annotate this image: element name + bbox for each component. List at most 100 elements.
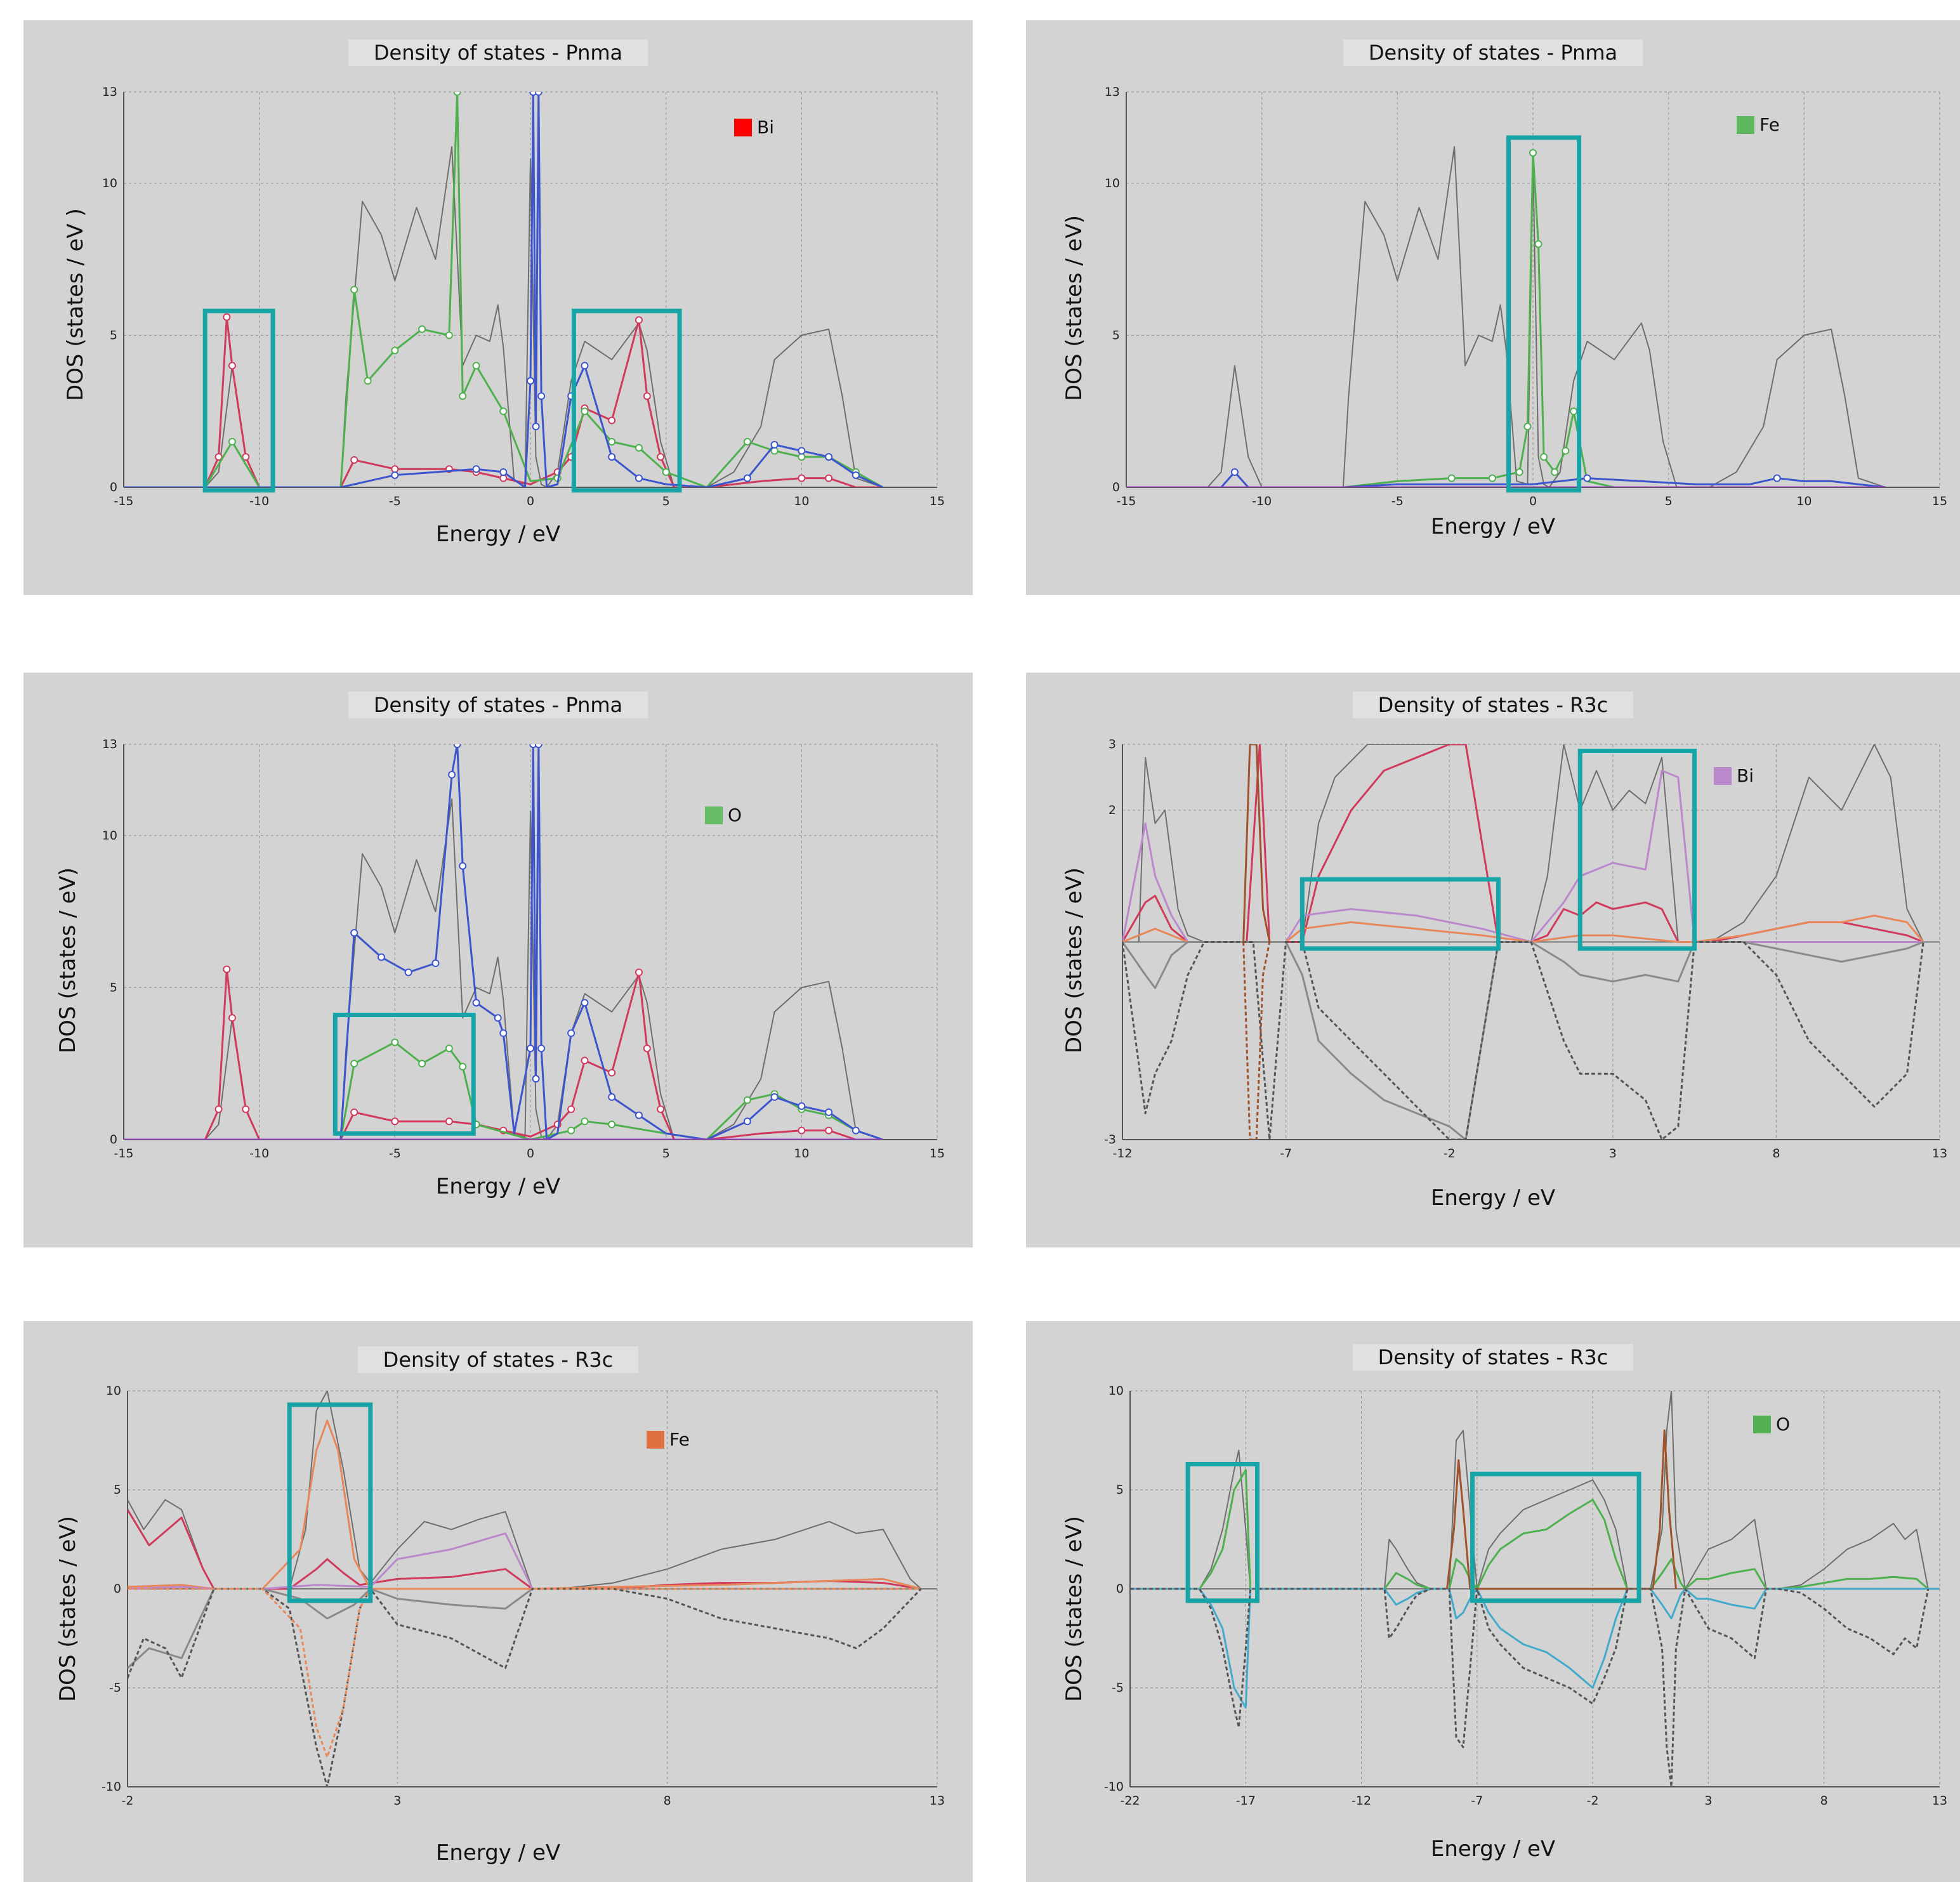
x-tick-label: -2 — [1444, 1147, 1456, 1161]
series-line — [128, 1588, 922, 1787]
data-point — [391, 471, 399, 479]
series-group — [128, 1391, 922, 1787]
plot-area: -15 -10 -5 0 5 10 15 0 5 10 13 — [102, 737, 945, 1161]
x-tick-label: 3 — [1704, 1794, 1712, 1808]
x-axis-label: Energy / eV — [1430, 514, 1556, 539]
x-tick-label: -15 — [114, 1147, 133, 1161]
x-tick-label: 5 — [662, 494, 670, 508]
data-point — [228, 1014, 236, 1022]
series-line — [1130, 1588, 1940, 1709]
data-point — [214, 1105, 223, 1114]
series-line — [1122, 914, 1924, 943]
data-point — [635, 968, 643, 977]
data-point — [350, 929, 358, 937]
legend-label: Bi — [1737, 765, 1754, 786]
y-tick-label: 0 — [1112, 480, 1120, 494]
x-tick-label: 13 — [930, 1794, 945, 1808]
y-tick-label: 10 — [1108, 1384, 1124, 1398]
highlight-box — [571, 308, 682, 493]
y-tick-label: 5 — [1116, 1483, 1124, 1497]
chart-panel-r3c-fe: -2 3 8 13 -10 -5 0 5 10 Density of states - R3c … — [23, 1321, 973, 1882]
y-tick-label: -5 — [109, 1681, 121, 1695]
data-point — [499, 1029, 508, 1037]
data-point — [364, 377, 372, 385]
series-line — [124, 798, 883, 1140]
chart-title: Density of states - Pnma — [23, 39, 973, 66]
legend-label: Fe — [669, 1429, 690, 1450]
data-point — [534, 744, 543, 748]
legend: O — [705, 805, 742, 826]
y-tick-label: 13 — [102, 737, 117, 751]
legend-label: O — [728, 805, 742, 826]
data-point — [608, 438, 616, 446]
data-point — [494, 1014, 502, 1022]
data-point — [391, 346, 399, 355]
data-point — [581, 1056, 589, 1065]
x-tick-label: 8 — [1820, 1794, 1828, 1808]
data-point — [1488, 474, 1496, 482]
data-point — [798, 1102, 806, 1110]
data-point — [350, 1108, 358, 1116]
y-tick-label: 0 — [1116, 1582, 1124, 1596]
y-axis-label: DOS (states / eV) — [1062, 867, 1087, 1053]
highlight-box — [1299, 877, 1501, 951]
x-axis-label: Energy / eV — [1430, 1185, 1556, 1211]
x-tick-label: -10 — [249, 1147, 269, 1161]
series-line — [124, 1041, 883, 1140]
series-group — [1126, 146, 1886, 487]
data-point — [472, 999, 480, 1007]
x-tick-label: 3 — [1609, 1147, 1617, 1161]
x-tick-label: 10 — [794, 494, 809, 508]
data-point — [608, 1093, 616, 1101]
data-point — [635, 444, 643, 452]
data-point — [214, 453, 223, 461]
highlight-box — [332, 1013, 476, 1136]
data-point — [1540, 453, 1548, 461]
x-axis-label: Energy / eV — [1430, 1836, 1556, 1862]
x-tick-label: -5 — [1391, 494, 1404, 508]
data-point — [1570, 407, 1578, 416]
y-axis-label: DOS (states / eV ) — [63, 208, 88, 401]
data-point — [418, 1060, 426, 1068]
data-point — [534, 92, 543, 96]
data-point — [527, 1044, 534, 1053]
chart-title: Density of states - Pnma — [1026, 39, 1960, 66]
series-line — [128, 1588, 921, 1758]
chart-panel-pnma-fe: -15 -10 -5 0 5 10 15 0 5 10 13 Density of states -… — [1026, 20, 1960, 595]
data-point — [798, 447, 806, 455]
x-tick-label: 10 — [1796, 494, 1812, 508]
data-point — [743, 1096, 751, 1104]
chart-panel-pnma-o: -15 -10 -5 0 5 10 15 0 5 10 13 Density of states -… — [23, 673, 973, 1247]
chart-title: Density of states - Pnma — [23, 692, 973, 718]
data-point — [228, 438, 236, 446]
data-point — [608, 453, 616, 461]
data-point — [377, 953, 385, 961]
x-tick-label: 15 — [1932, 494, 1947, 508]
data-point — [391, 1038, 399, 1046]
data-point — [657, 453, 665, 461]
chart-title: Density of states - R3c — [1026, 1344, 1960, 1371]
data-point — [527, 377, 534, 385]
chart-title: Density of states - R3c — [23, 1346, 973, 1373]
x-tick-label: 15 — [930, 1147, 945, 1161]
chart-title: Density of states - R3c — [1026, 692, 1960, 718]
data-point — [825, 1108, 833, 1116]
data-point — [459, 862, 467, 870]
data-point — [350, 1060, 358, 1068]
legend-swatch — [647, 1430, 664, 1449]
series-line — [1122, 941, 1924, 1140]
data-point — [499, 474, 508, 482]
x-tick-label: -15 — [114, 494, 133, 508]
data-point — [453, 744, 461, 748]
data-point — [581, 362, 589, 370]
data-point — [608, 1069, 616, 1077]
x-tick-label: -5 — [389, 1147, 401, 1161]
data-point — [391, 1117, 399, 1126]
x-tick-label: 0 — [527, 1147, 534, 1161]
y-tick-label: 0 — [114, 1582, 121, 1596]
legend: Bi — [1714, 765, 1754, 786]
x-axis-label: Energy / eV — [435, 1840, 561, 1866]
x-tick-label: 10 — [794, 1147, 809, 1161]
data-point — [459, 392, 467, 400]
y-tick-label: -3 — [1104, 1133, 1116, 1147]
